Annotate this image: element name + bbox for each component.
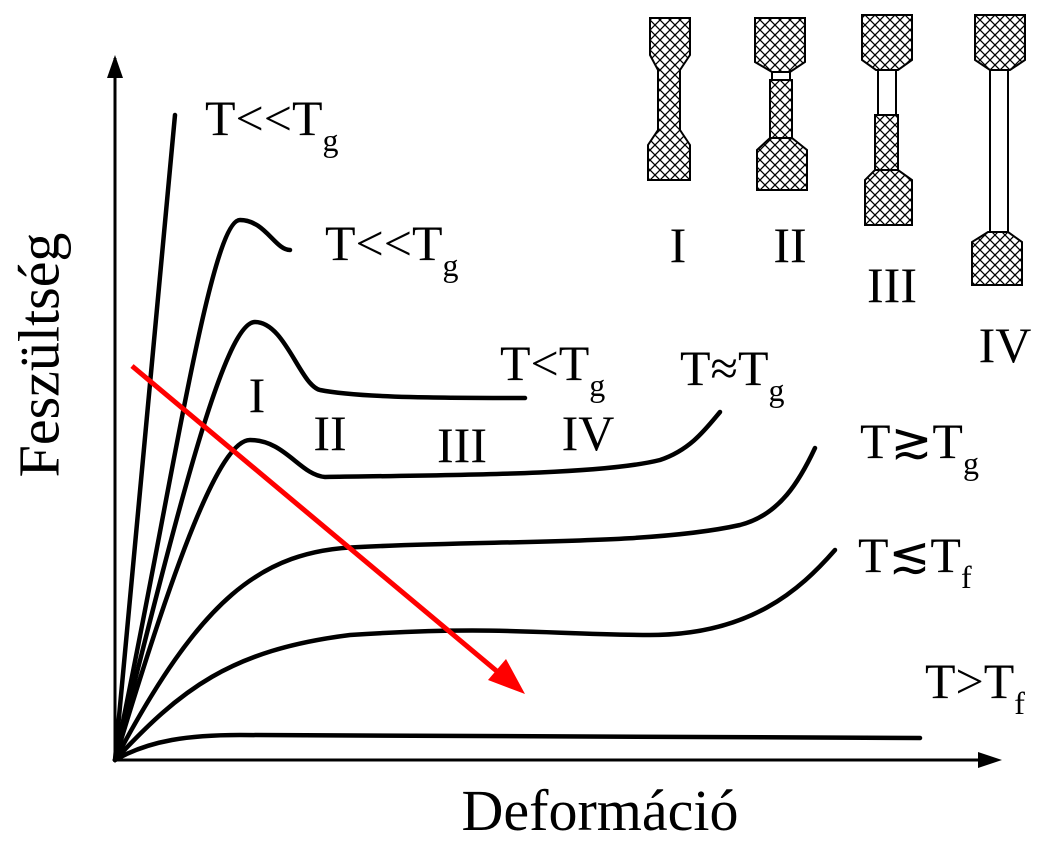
curve bbox=[115, 448, 815, 760]
label-text: T≈T bbox=[680, 340, 769, 396]
temperature-arrowhead bbox=[488, 659, 525, 694]
region-label: IV bbox=[562, 405, 615, 461]
specimen-label: II bbox=[773, 217, 806, 273]
specimen bbox=[862, 15, 912, 225]
specimen bbox=[755, 18, 807, 190]
y-axis-label: Feszültség bbox=[6, 233, 71, 478]
x-arrow bbox=[978, 752, 1002, 768]
subscript: f bbox=[961, 559, 972, 595]
curve-label: T<<Tg bbox=[205, 90, 338, 158]
curve bbox=[115, 322, 525, 760]
subscript: g bbox=[769, 372, 785, 408]
y-arrow bbox=[107, 55, 123, 78]
curve bbox=[115, 735, 920, 760]
x-axis-label: Deformáció bbox=[462, 778, 739, 843]
specimen-label: I bbox=[670, 217, 687, 273]
subscript: g bbox=[322, 122, 338, 158]
specimen bbox=[648, 18, 690, 180]
region-label: II bbox=[313, 405, 346, 461]
specimen-label: III bbox=[867, 257, 917, 313]
curve-label: T<Tg bbox=[500, 335, 605, 403]
label-text: T≳T bbox=[860, 413, 963, 469]
label-text: T<<T bbox=[325, 215, 442, 271]
region-label: I bbox=[249, 367, 266, 423]
curve-label: T≳Tg bbox=[860, 413, 979, 481]
region-label: III bbox=[437, 417, 487, 473]
curve-label: T<<Tg bbox=[325, 215, 458, 283]
specimen bbox=[972, 15, 1025, 285]
subscript: g bbox=[589, 367, 605, 403]
subscript: f bbox=[1014, 685, 1025, 721]
label-text: T<T bbox=[500, 335, 589, 391]
label-text: T≲T bbox=[858, 527, 961, 583]
curve bbox=[115, 412, 720, 760]
specimen-label: IV bbox=[979, 317, 1032, 373]
diagram: Feszültség Deformáció T<<Tg T<<Tg T<Tg T… bbox=[0, 0, 1054, 850]
label-text: T>T bbox=[925, 653, 1014, 709]
subscript: g bbox=[442, 247, 458, 283]
page: {"axes": {"y_label": "Feszültség", "x_la… bbox=[0, 0, 1054, 850]
curve-label: T≈Tg bbox=[680, 340, 785, 408]
label-text: T<<T bbox=[205, 90, 322, 146]
curve-label: T>Tf bbox=[925, 653, 1025, 721]
curve-label: T≲Tf bbox=[858, 527, 972, 595]
subscript: g bbox=[963, 445, 979, 481]
